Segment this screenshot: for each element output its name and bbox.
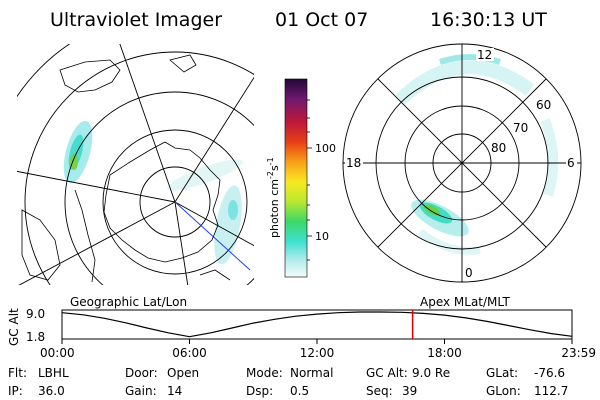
left-projection-label: Geographic Lat/Lon [70,295,187,309]
orbit-altitude-line [61,311,573,338]
colorbar-tick-label: 10 [315,230,329,243]
colorbar [284,78,308,278]
status-block: Flt: LBHL Door: Open Mode: Normal GC Alt: 9.… [8,366,568,398]
mlat-label-60: 60 [536,98,551,112]
geographic-map-panel [17,44,254,285]
orbit-ytick-label: 9.0 [26,307,45,321]
status-item-filter: Flt: LBHL [8,366,69,380]
mlt-meridians [343,44,581,282]
meridian-lines [17,44,254,285]
status-item-seq: Seq: 39 [366,384,417,398]
status-item-ip: IP: 36.0 [8,384,65,398]
orbit-plot-frame [61,309,573,340]
colorbar-ticks [307,99,312,261]
instrument-title: Ultraviolet Imager [50,9,222,31]
orbit-xtick-label: 23:59 [561,346,596,360]
mlat-label-70: 70 [513,121,528,135]
latitude-circles [17,44,254,285]
orbit-xtick-label: 18:00 [427,346,462,360]
status-row-2: IP: 36.0 Gain: 14 Dsp: 0.5 Seq: 39 GLon: 112.… [8,384,568,398]
orbit-xtick-label: 06:00 [172,346,207,360]
status-item-mode: Mode: Normal [246,366,333,380]
status-item-glon: GLon: 112.7 [486,384,568,398]
colorbar-tick-label: 100 [315,142,336,155]
orbit-xtick-label: 12:00 [300,346,335,360]
date-label: 01 Oct 07 [275,9,368,31]
mlt-labels: 12 0 18 6 60 70 80 [345,48,577,280]
right-projection-label: Apex MLat/MLT [420,295,510,309]
colorbar-unit-label: photon cm-2s-1 [266,157,281,238]
mlat-label-80: 80 [491,141,506,155]
status-row-1: Flt: LBHL Door: Open Mode: Normal GC Alt: 9.… [8,366,565,380]
status-item-door: Door: Open [125,366,199,380]
mlt-label-0: 0 [465,266,473,280]
orbit-ytick-label: 1.8 [26,330,45,344]
look-direction-line [174,201,251,271]
status-item-glat: GLat: -76.6 [486,366,565,380]
orbit-xticks: 00:00 06:00 12:00 18:00 23:59 [40,339,596,360]
status-item-gc-alt: GC Alt: 9.0 Re [366,366,450,380]
time-label: 16:30:13 UT [430,9,547,31]
mlt-label-12: 12 [477,48,492,62]
status-item-dsp: Dsp: 0.5 [246,384,309,398]
orbit-ylabel: GC Alt [7,308,21,346]
mlt-label-6: 6 [567,156,575,170]
status-item-gain: Gain: 14 [125,384,182,398]
continent-outlines [21,54,231,283]
orbit-xtick-label: 00:00 [40,346,75,360]
mlt-label-18: 18 [346,156,361,170]
